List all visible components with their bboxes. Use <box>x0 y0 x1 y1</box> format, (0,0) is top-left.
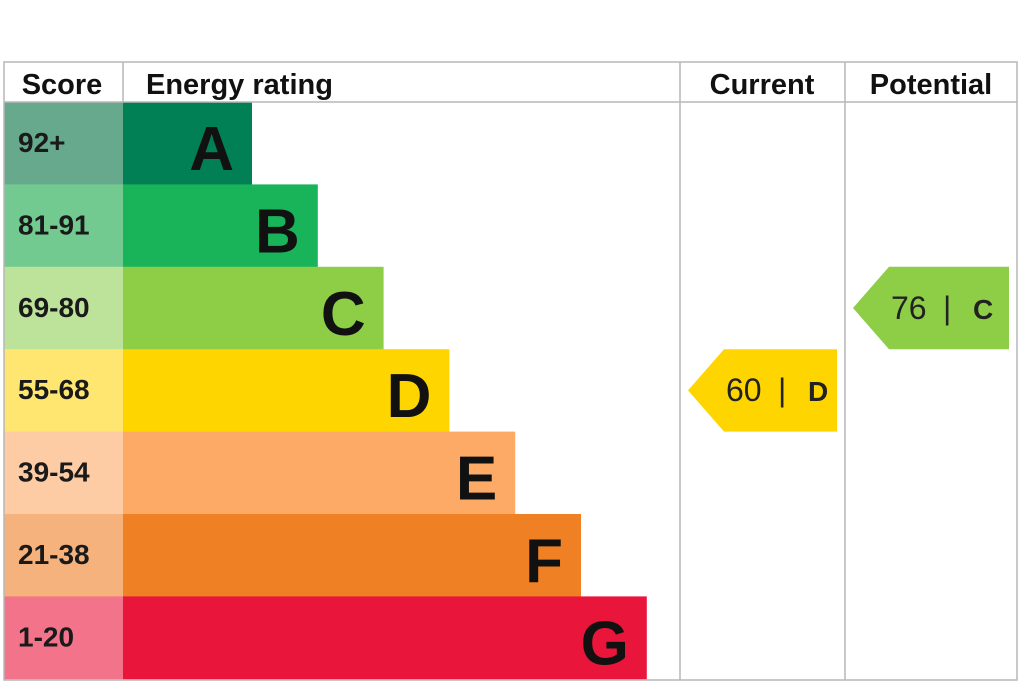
score-cell-a <box>4 102 123 185</box>
current-rating-separator: | <box>778 372 786 408</box>
band-letter-b: B <box>255 197 300 266</box>
table-border <box>3 61 1018 681</box>
score-range-c: 69-80 <box>18 292 90 323</box>
potential-rating-score: 76 <box>891 290 927 326</box>
header-potential: Potential <box>870 69 992 101</box>
score-cell-c <box>4 266 123 350</box>
rating-bar-a <box>123 102 252 185</box>
rating-bar-e <box>123 431 516 515</box>
potential-rating-letter: C <box>973 294 993 325</box>
potential-rating-separator: | <box>943 290 951 326</box>
score-range-e: 39-54 <box>18 457 90 488</box>
score-cell-g <box>4 596 123 680</box>
current-rating-letter: D <box>808 376 828 407</box>
header-energy-rating: Energy rating <box>146 69 333 101</box>
score-cell-d <box>4 349 123 433</box>
score-range-b: 81-91 <box>18 209 90 240</box>
bands-layer: 92+ A 81-91 B 69-80 C 55-68 D 39-54 E 21-38 F 1-20 G <box>4 102 647 680</box>
band-letter-f: F <box>525 527 563 596</box>
rating-bar-d <box>123 349 450 433</box>
score-range-a: 92+ <box>18 127 66 158</box>
score-range-d: 55-68 <box>18 374 90 405</box>
band-letter-e: E <box>456 445 497 514</box>
band-letter-a: A <box>189 115 234 184</box>
header-current: Current <box>710 69 815 101</box>
potential-rating-arrow <box>853 266 1009 350</box>
score-range-g: 1-20 <box>18 621 74 652</box>
header-score: Score <box>22 69 103 101</box>
score-cell-f <box>4 514 123 597</box>
score-cell-e <box>4 431 123 515</box>
band-letter-d: D <box>387 362 432 431</box>
rating-bar-f <box>123 514 581 597</box>
rating-bar-b <box>123 184 318 268</box>
score-range-f: 21-38 <box>18 539 90 570</box>
rating-bar-c <box>123 266 384 350</box>
rating-bar-g <box>123 596 647 680</box>
arrows-layer: 60 | D 76 | C <box>688 266 1009 432</box>
current-rating-arrow <box>688 349 837 432</box>
score-cell-b <box>4 184 123 268</box>
band-letter-c: C <box>321 280 366 349</box>
current-rating-score: 60 <box>726 372 762 408</box>
band-letter-g: G <box>581 609 629 678</box>
table-grid <box>3 61 1018 681</box>
